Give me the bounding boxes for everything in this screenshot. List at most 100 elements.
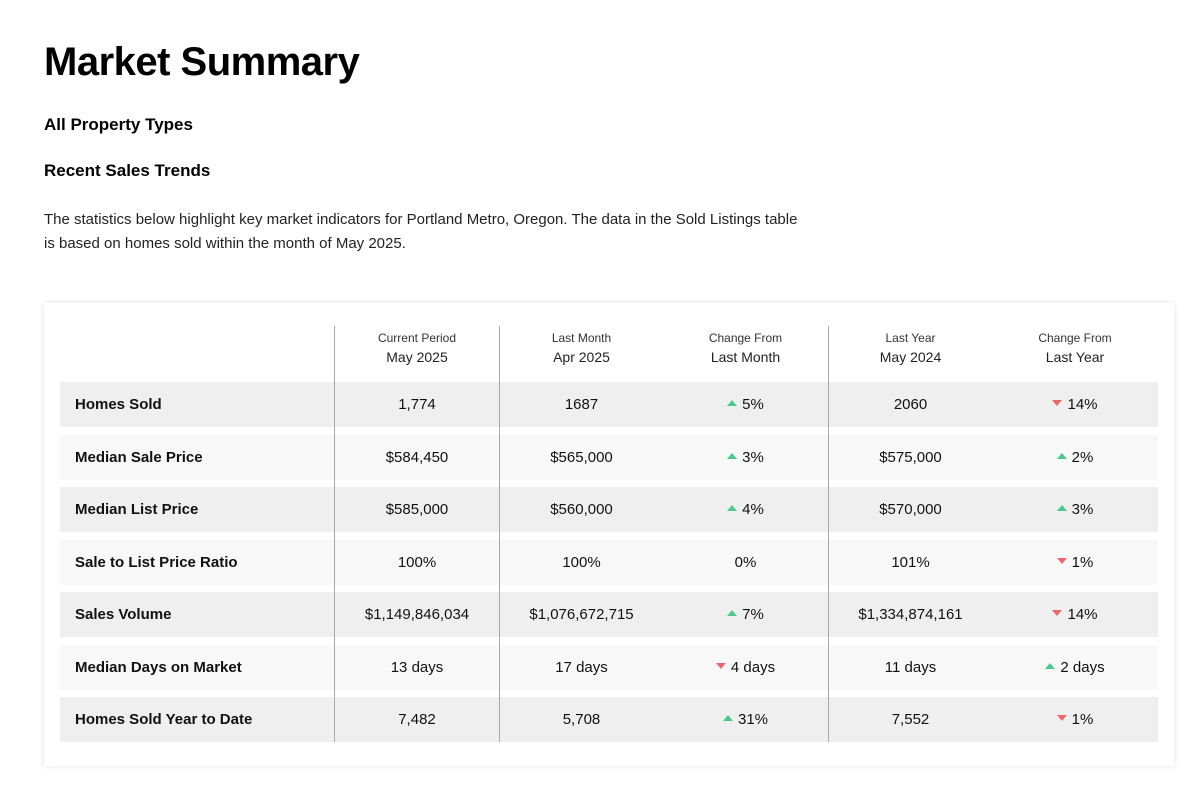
spacer-cell — [499, 689, 663, 697]
metric-label: Median List Price — [60, 487, 334, 532]
last-year-value-text: 101% — [891, 553, 930, 571]
last-month-value-text: 100% — [562, 553, 601, 571]
section-heading: Recent Sales Trends — [44, 161, 211, 180]
last-year-value-text: 2060 — [893, 396, 928, 413]
spacer-cell — [334, 689, 499, 697]
triangle-down-icon — [715, 662, 726, 669]
change-month-value-text: 3% — [742, 448, 764, 466]
current-period-value-text: 13 days — [390, 658, 444, 676]
metric-label-text: Sales Volume — [75, 606, 172, 623]
spacer-cell — [499, 427, 663, 435]
metric-label: Sales Volume — [60, 592, 334, 637]
last-year-value: 7,552 — [828, 697, 992, 742]
spacer-cell — [992, 689, 1158, 697]
spacer-cell — [499, 479, 663, 487]
row-spacer — [60, 637, 1158, 645]
change-month-value: 7% — [663, 592, 828, 637]
spacer-cell — [334, 637, 499, 645]
change-year-value: 3% — [992, 487, 1158, 532]
spacer-cell — [60, 637, 334, 645]
change-year-value: 1% — [992, 539, 1158, 585]
header-last-month-date: Apr 2025 — [553, 349, 610, 365]
header-last-month-label: Last Month — [551, 331, 612, 345]
last-month-value-text: $565,000 — [550, 448, 613, 466]
spacer-cell — [992, 584, 1158, 592]
last-month-value: 5,708 — [499, 697, 663, 742]
last-month-value: $565,000 — [499, 434, 663, 480]
last-month-value-text: 1687 — [564, 396, 599, 413]
triangle-up-icon — [727, 400, 738, 407]
last-year-value: 101% — [828, 539, 992, 585]
header-last-year-date: May 2024 — [879, 349, 942, 365]
header-change-month: Change From Last Month — [663, 326, 828, 382]
spacer-cell — [499, 532, 663, 540]
metric-label-text: Homes Sold — [75, 396, 162, 413]
spacer-cell — [334, 479, 499, 487]
table-row-homes-sold-year-to-date: Homes Sold Year to Date 7,482 5,708 31% 7,55… — [60, 697, 1158, 742]
spacer-cell — [992, 479, 1158, 487]
page-title: Market Summary — [44, 40, 360, 84]
spacer-cell — [828, 584, 992, 592]
change-year-value-text: 14% — [1067, 606, 1098, 623]
change-year-value-text: 1% — [1071, 553, 1094, 571]
header-current-period-label: Current Period — [377, 331, 457, 345]
spacer-cell — [828, 479, 992, 487]
triangle-up-icon — [1045, 662, 1056, 669]
current-period-value: 13 days — [334, 644, 499, 690]
header-last-year-label: Last Year — [885, 331, 936, 345]
last-month-value: 100% — [499, 539, 663, 585]
spacer-cell — [663, 584, 828, 592]
triangle-down-icon — [1052, 400, 1063, 407]
triangle-up-icon — [1056, 452, 1067, 459]
last-year-value: $1,334,874,161 — [828, 592, 992, 637]
spacer-cell — [60, 532, 334, 540]
last-year-value-text: $575,000 — [879, 448, 942, 466]
header-change-year-label: Change From — [1038, 331, 1112, 345]
table-row-sales-volume: Sales Volume $1,149,846,034 $1,076,672,715… — [60, 592, 1158, 637]
market-stats-table: Current Period May 2025 Last Month Apr 2… — [60, 326, 1158, 742]
triangle-up-icon — [1056, 505, 1067, 512]
current-period-value-text: $1,149,846,034 — [364, 606, 470, 623]
last-month-value-text: 17 days — [555, 658, 608, 676]
metric-label: Median Sale Price — [60, 434, 334, 480]
table-row-median-list-price: Median List Price $585,000 $560,000 4% $570,… — [60, 487, 1158, 532]
spacer-cell — [663, 427, 828, 435]
metric-label-text: Median Sale Price — [75, 448, 203, 466]
change-month-value-text: 0% — [734, 553, 757, 571]
triangle-up-icon — [727, 505, 738, 512]
header-current-period: Current Period May 2025 — [334, 326, 499, 382]
last-month-value-text: $560,000 — [550, 501, 613, 518]
last-month-value: 1687 — [499, 382, 663, 427]
row-spacer — [60, 584, 1158, 592]
last-month-value: $560,000 — [499, 487, 663, 532]
current-period-value: $585,000 — [334, 487, 499, 532]
last-year-value: 11 days — [828, 644, 992, 690]
change-month-value-text: 4 days — [730, 658, 776, 676]
last-month-value-text: 5,708 — [562, 711, 601, 728]
metric-label: Homes Sold Year to Date — [60, 697, 334, 742]
header-change-month-sub: Last Month — [710, 349, 781, 365]
spacer-cell — [334, 584, 499, 592]
change-month-value-text: 5% — [742, 396, 764, 413]
change-year-value-text: 2% — [1071, 448, 1094, 466]
current-period-value: 7,482 — [334, 697, 499, 742]
triangle-down-icon — [1056, 715, 1067, 722]
spacer-cell — [60, 427, 334, 435]
last-year-value-text: $570,000 — [879, 501, 942, 518]
property-type-heading: All Property Types — [44, 115, 193, 134]
current-period-value-text: 7,482 — [398, 711, 436, 728]
table-body: Homes Sold 1,774 1687 5% 2060 14% Median Sale … — [60, 382, 1158, 742]
table-row-sale-to-list-price-ratio: Sale to List Price Ratio 100% 100% 0% 101% 1% — [60, 539, 1158, 585]
metric-label: Homes Sold — [60, 382, 334, 427]
spacer-cell — [828, 427, 992, 435]
metric-label-text: Median Days on Market — [75, 658, 242, 676]
change-month-value: 4 days — [663, 644, 828, 690]
header-change-month-label: Change From — [708, 331, 783, 345]
row-spacer — [60, 532, 1158, 540]
header-change-year: Change From Last Year — [992, 326, 1158, 382]
last-year-value: 2060 — [828, 382, 992, 427]
row-spacer — [60, 479, 1158, 487]
header-blank — [60, 326, 334, 382]
change-month-value-text: 7% — [742, 606, 764, 623]
